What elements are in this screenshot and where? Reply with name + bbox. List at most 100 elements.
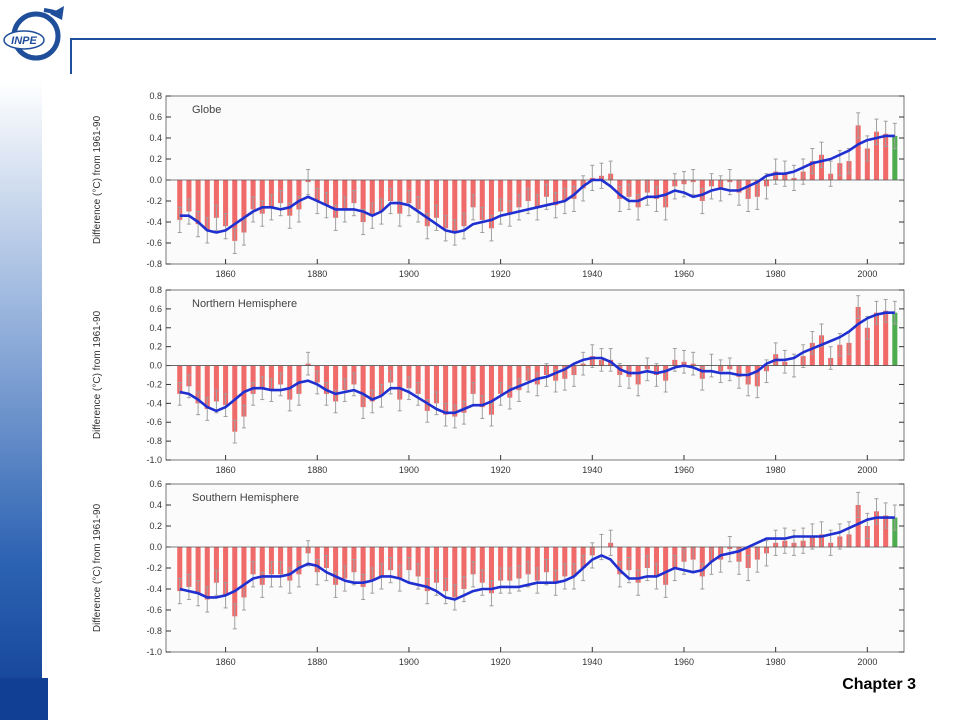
- y-tick-label: 0.0: [149, 361, 162, 371]
- temperature-bar: [287, 180, 293, 216]
- temperature-bar: [323, 365, 329, 394]
- temperature-bar: [415, 547, 421, 577]
- temperature-bar: [268, 365, 274, 391]
- temperature-bar: [571, 547, 577, 577]
- temperature-bar: [333, 547, 339, 585]
- x-tick-label: 1860: [216, 657, 236, 666]
- x-tick-label: 1940: [582, 269, 602, 279]
- temperature-bar: [864, 327, 870, 366]
- temperature-bar: [424, 547, 430, 592]
- header-rule: [72, 38, 936, 40]
- temperature-bar: [443, 547, 449, 592]
- temperature-bar: [507, 180, 513, 214]
- temperature-bar: [397, 180, 403, 214]
- temperature-bar: [488, 547, 494, 594]
- temperature-bar: [415, 365, 421, 394]
- y-tick-label: -0.4: [146, 584, 162, 594]
- temperature-bar: [360, 365, 366, 408]
- temperature-bar: [360, 547, 366, 587]
- temperature-bar: [268, 180, 274, 208]
- temperature-bar: [241, 547, 247, 598]
- logo-arrow-shaft: [43, 8, 61, 16]
- temperature-bar: [864, 148, 870, 180]
- temperature-bar: [186, 180, 192, 212]
- x-tick-label: 1920: [491, 269, 511, 279]
- y-tick-label: -0.6: [146, 605, 162, 615]
- temperature-bar: [415, 180, 421, 210]
- x-tick-label: 1860: [216, 269, 236, 279]
- logo-text: INPE: [11, 35, 37, 47]
- y-tick-label: 0.6: [149, 304, 162, 314]
- y-tick-label: 0.4: [149, 500, 162, 510]
- y-tick-label: -0.2: [146, 379, 162, 389]
- x-tick-label: 1900: [399, 269, 419, 279]
- temperature-bar: [213, 180, 219, 218]
- temperature-bar: [488, 180, 494, 229]
- y-tick-label: -0.8: [146, 626, 162, 636]
- temperature-bar: [855, 125, 861, 180]
- temperature-bar: [507, 547, 513, 581]
- temperature-bar: [452, 365, 458, 417]
- chart-title: Northern Hemisphere: [192, 298, 297, 310]
- temperature-bar: [287, 365, 293, 400]
- temperature-bar: [213, 547, 219, 583]
- temperature-bar: [342, 365, 348, 391]
- x-tick-label: 2000: [857, 657, 877, 666]
- temperature-bar: [562, 547, 568, 577]
- temperature-bar: [635, 547, 641, 583]
- y-tick-label: 0.2: [149, 154, 162, 164]
- temperature-bar: [873, 131, 880, 180]
- temperature-bar: [516, 365, 522, 391]
- x-tick-label: 1880: [307, 465, 327, 475]
- temperature-bar: [479, 180, 485, 220]
- temperature-bar: [883, 133, 889, 180]
- smoothed-curve: [179, 516, 895, 601]
- y-tick-label: -0.4: [146, 398, 162, 408]
- smoothed-curve: [179, 311, 895, 415]
- temperature-bar: [498, 365, 504, 394]
- temperature-bar: [516, 180, 522, 208]
- temperature-bar: [369, 547, 375, 581]
- temperature-bar: [259, 180, 265, 214]
- temperature-bar: [873, 511, 880, 547]
- temperature-bar: [378, 180, 384, 212]
- temperature-bar: [177, 365, 183, 394]
- temperature-bar: [461, 365, 467, 413]
- temperature-bar: [333, 180, 339, 218]
- temperature-bar: [883, 515, 889, 547]
- temperature-bar: [213, 365, 219, 402]
- sidebar-gradient: [0, 80, 42, 720]
- y-tick-label: 0.8: [149, 285, 162, 295]
- temperature-bar: [433, 180, 439, 218]
- temperature-bar: [461, 180, 467, 227]
- temperature-bar: [369, 180, 375, 216]
- temperature-bar: [204, 180, 210, 231]
- temperature-bar: [470, 365, 476, 394]
- temperature-bar: [296, 365, 302, 394]
- y-axis-label: Difference (°C) from 1961-90: [92, 310, 103, 439]
- y-tick-label: 0.6: [149, 112, 162, 122]
- y-tick-label: 0.0: [149, 175, 162, 185]
- temperature-bar: [278, 547, 284, 575]
- chapter-label: Chapter 3: [842, 676, 916, 693]
- temperature-bar: [892, 312, 898, 366]
- temperature-bar: [699, 547, 705, 577]
- x-tick-label: 1940: [582, 657, 602, 666]
- temperature-bar: [470, 547, 476, 575]
- y-tick-label: 0.4: [149, 133, 162, 143]
- temperature-bar: [177, 180, 183, 220]
- x-tick-label: 1960: [674, 269, 694, 279]
- temperature-bar: [892, 135, 898, 180]
- x-tick-label: 1980: [766, 269, 786, 279]
- smoothed-curve: [179, 134, 895, 234]
- temperature-bar: [818, 335, 825, 366]
- temperature-bar: [534, 547, 540, 581]
- temperature-bar: [883, 310, 889, 366]
- temperature-bar: [232, 547, 238, 617]
- temperature-bar: [488, 365, 494, 415]
- temperature-bar: [397, 547, 403, 579]
- x-tick-label: 2000: [857, 269, 877, 279]
- temperature-bar: [653, 547, 659, 577]
- temperature-bar: [534, 180, 540, 208]
- temperature-bar: [498, 180, 504, 212]
